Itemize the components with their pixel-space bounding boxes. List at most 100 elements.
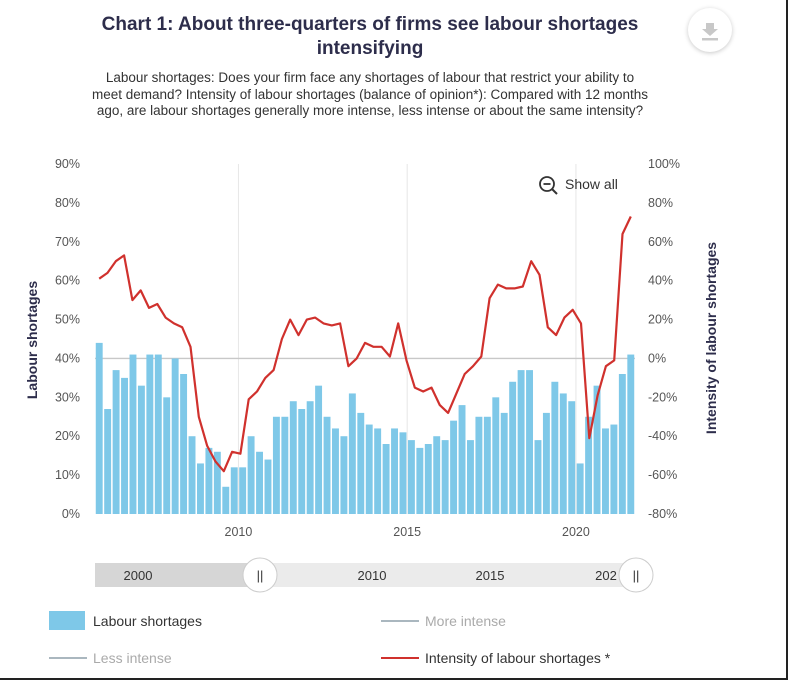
left-tick-label: 40%: [55, 351, 80, 365]
navigator-handle-right[interactable]: ||: [618, 557, 654, 593]
bar: [475, 416, 483, 514]
bar: [357, 412, 365, 514]
bar: [602, 428, 609, 514]
bar: [627, 354, 635, 514]
bar: [576, 463, 584, 514]
navigator-label: 2000: [124, 568, 153, 583]
bar: [163, 397, 171, 514]
bar: [247, 436, 255, 514]
bar: [467, 440, 474, 514]
bar: [374, 428, 382, 514]
bar: [483, 416, 491, 514]
right-tick-label: -60%: [648, 468, 677, 482]
bar: [289, 401, 297, 514]
zoom-out-icon: [539, 176, 558, 195]
bar: [407, 440, 415, 514]
bar: [323, 416, 331, 514]
chart-subtitle: Labour shortages: Does your firm face an…: [91, 70, 649, 118]
bar: [180, 374, 188, 514]
bar: [441, 440, 449, 514]
bar: [171, 358, 179, 514]
plot-grid: [95, 164, 635, 514]
right-tick-label: 80%: [648, 196, 673, 210]
bar: [610, 424, 618, 514]
bar: [197, 463, 204, 514]
x-tick-label: 2010: [225, 525, 253, 539]
handle-grip-icon: ||: [257, 568, 264, 583]
bar: [618, 374, 626, 514]
legend-label: Labour shortages: [93, 613, 202, 629]
bar: [95, 342, 103, 514]
bar: [239, 467, 247, 514]
bar: [365, 424, 373, 514]
show-all-label: Show all: [565, 176, 618, 192]
right-axis-title: Intensity of labour shortages: [703, 242, 719, 434]
bar: [340, 436, 348, 514]
bar: [205, 447, 213, 514]
bar: [593, 385, 601, 514]
bar: [112, 370, 120, 514]
bar: [458, 405, 466, 514]
bar: [517, 370, 525, 514]
x-tick-label: 2020: [562, 525, 590, 539]
bar: [492, 397, 500, 514]
left-tick-label: 30%: [55, 390, 80, 404]
bar: [509, 381, 517, 514]
left-axis-title: Labour shortages: [24, 281, 40, 399]
chart-title: Chart 1: About three-quarters of firms s…: [101, 14, 639, 59]
download-button[interactable]: [688, 8, 732, 52]
right-tick-label: 100%: [648, 157, 680, 171]
bar: [129, 354, 137, 514]
bar: [281, 416, 289, 514]
navigator-label: 2010: [358, 568, 387, 583]
bar: [272, 416, 280, 514]
handle-grip-icon: ||: [633, 568, 640, 583]
bar: [315, 385, 323, 514]
legend-item-intensity[interactable]: Intensity of labour shortages *: [381, 650, 611, 666]
bar: [256, 451, 263, 514]
bar: [213, 451, 221, 514]
legend-label: Less intense: [93, 650, 172, 666]
left-tick-label: 90%: [55, 157, 80, 171]
bar: [230, 467, 238, 514]
bar: [559, 393, 567, 514]
show-all-button[interactable]: Show all: [539, 176, 618, 195]
bar: [433, 436, 441, 514]
left-tick-label: 10%: [55, 468, 80, 482]
bar: [416, 447, 424, 514]
bar: [188, 436, 196, 514]
line-series: [98, 216, 632, 473]
bar: [450, 420, 458, 514]
legend-item-more-intense[interactable]: More intense: [381, 613, 506, 629]
left-tick-label: 50%: [55, 313, 80, 327]
right-tick-label: -20%: [648, 390, 677, 404]
x-tick-label: 2015: [393, 525, 421, 539]
bar: [264, 459, 272, 514]
bar: [104, 409, 112, 514]
left-tick-label: 80%: [55, 196, 80, 210]
bar: [585, 416, 593, 514]
left-tick-label: 20%: [55, 429, 80, 443]
bar: [526, 370, 533, 514]
legend-item-labour-shortages[interactable]: Labour shortages: [49, 611, 202, 630]
bar: [154, 354, 162, 514]
bar: [534, 440, 542, 514]
navigator-handle-left[interactable]: ||: [242, 557, 278, 593]
navigator[interactable]: 2000 2010 2015 202 || ||: [95, 557, 654, 593]
navigator-label: 2015: [476, 568, 505, 583]
navigator-label: 202: [595, 568, 617, 583]
legend-item-less-intense[interactable]: Less intense: [49, 650, 172, 666]
bar: [298, 409, 306, 514]
right-tick-label: 20%: [648, 313, 673, 327]
bar: [222, 486, 230, 514]
bar: [391, 428, 398, 514]
bar: [568, 401, 576, 514]
left-tick-label: 70%: [55, 235, 80, 249]
bar: [399, 432, 407, 514]
right-tick-label: -40%: [648, 429, 677, 443]
bar: [424, 444, 432, 514]
left-tick-label: 0%: [62, 507, 80, 521]
bar: [306, 401, 314, 514]
navigator-masked-range: [95, 563, 260, 587]
